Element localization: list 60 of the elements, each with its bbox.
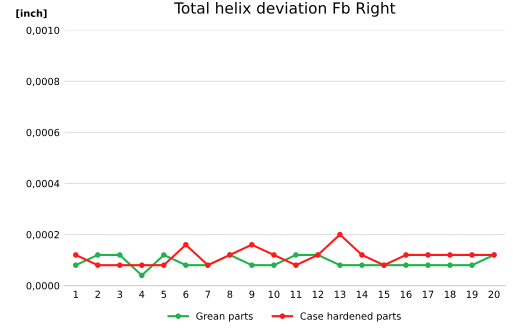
point — [139, 262, 145, 268]
point — [293, 262, 299, 268]
point — [161, 252, 167, 258]
point — [271, 252, 277, 258]
point — [447, 262, 453, 268]
x-tick-label: 14 — [356, 290, 368, 298]
y-tick-label: 0,0000 — [26, 282, 60, 290]
point — [117, 262, 123, 268]
x-tick-label: 11 — [290, 290, 302, 298]
x-tick-label: 7 — [206, 290, 210, 298]
x-tick-label: 5 — [161, 290, 166, 298]
point — [117, 252, 123, 258]
x-tick-label: 13 — [334, 290, 346, 298]
point — [469, 252, 475, 258]
point — [249, 262, 255, 268]
x-tick-label: 10 — [268, 290, 280, 298]
x-tick-label: 1 — [74, 290, 78, 298]
point — [469, 262, 475, 268]
point — [403, 252, 409, 258]
point — [271, 262, 277, 268]
point — [447, 252, 453, 258]
x-tick-label: 16 — [400, 290, 412, 298]
point — [139, 272, 145, 278]
x-tick-label: 9 — [249, 290, 254, 298]
y-tick-label: 0,0004 — [26, 180, 60, 188]
x-tick-label: 19 — [466, 290, 478, 298]
y-tick-label: 0,0008 — [26, 78, 60, 86]
legend-label: Case hardened parts — [300, 312, 401, 322]
point — [359, 262, 365, 268]
chart-title: Total helix deviation Fb Right — [174, 2, 396, 17]
point — [425, 262, 431, 268]
point — [337, 232, 343, 238]
point — [249, 242, 255, 248]
point — [94, 252, 101, 258]
point — [359, 252, 365, 258]
y-tick-label: 0,0006 — [26, 128, 60, 138]
point — [403, 262, 409, 268]
y-axis-title: [inch] — [16, 9, 47, 18]
point — [425, 252, 431, 258]
x-tick-label: 18 — [444, 290, 456, 298]
point — [337, 262, 343, 268]
x-tick-label: 20 — [488, 290, 500, 298]
x-tick-label: 4 — [139, 290, 144, 298]
y-tick-label: 0,0002 — [26, 231, 59, 240]
x-tick-label: 15 — [378, 290, 390, 298]
x-tick-label: 12 — [312, 290, 324, 298]
point — [94, 262, 101, 268]
point — [183, 262, 189, 268]
x-tick-label: 8 — [227, 290, 232, 298]
point — [72, 262, 79, 268]
point — [161, 262, 167, 268]
y-tick-label: 0,0010 — [26, 26, 60, 36]
x-tick-label: 3 — [117, 290, 122, 298]
x-tick-label: 17 — [422, 290, 434, 298]
x-tick-label: 6 — [183, 290, 188, 298]
point — [293, 252, 299, 258]
x-tick-label: 2 — [95, 290, 100, 298]
point — [183, 242, 189, 248]
point — [72, 252, 79, 258]
legend-label: Grean parts — [196, 312, 253, 322]
